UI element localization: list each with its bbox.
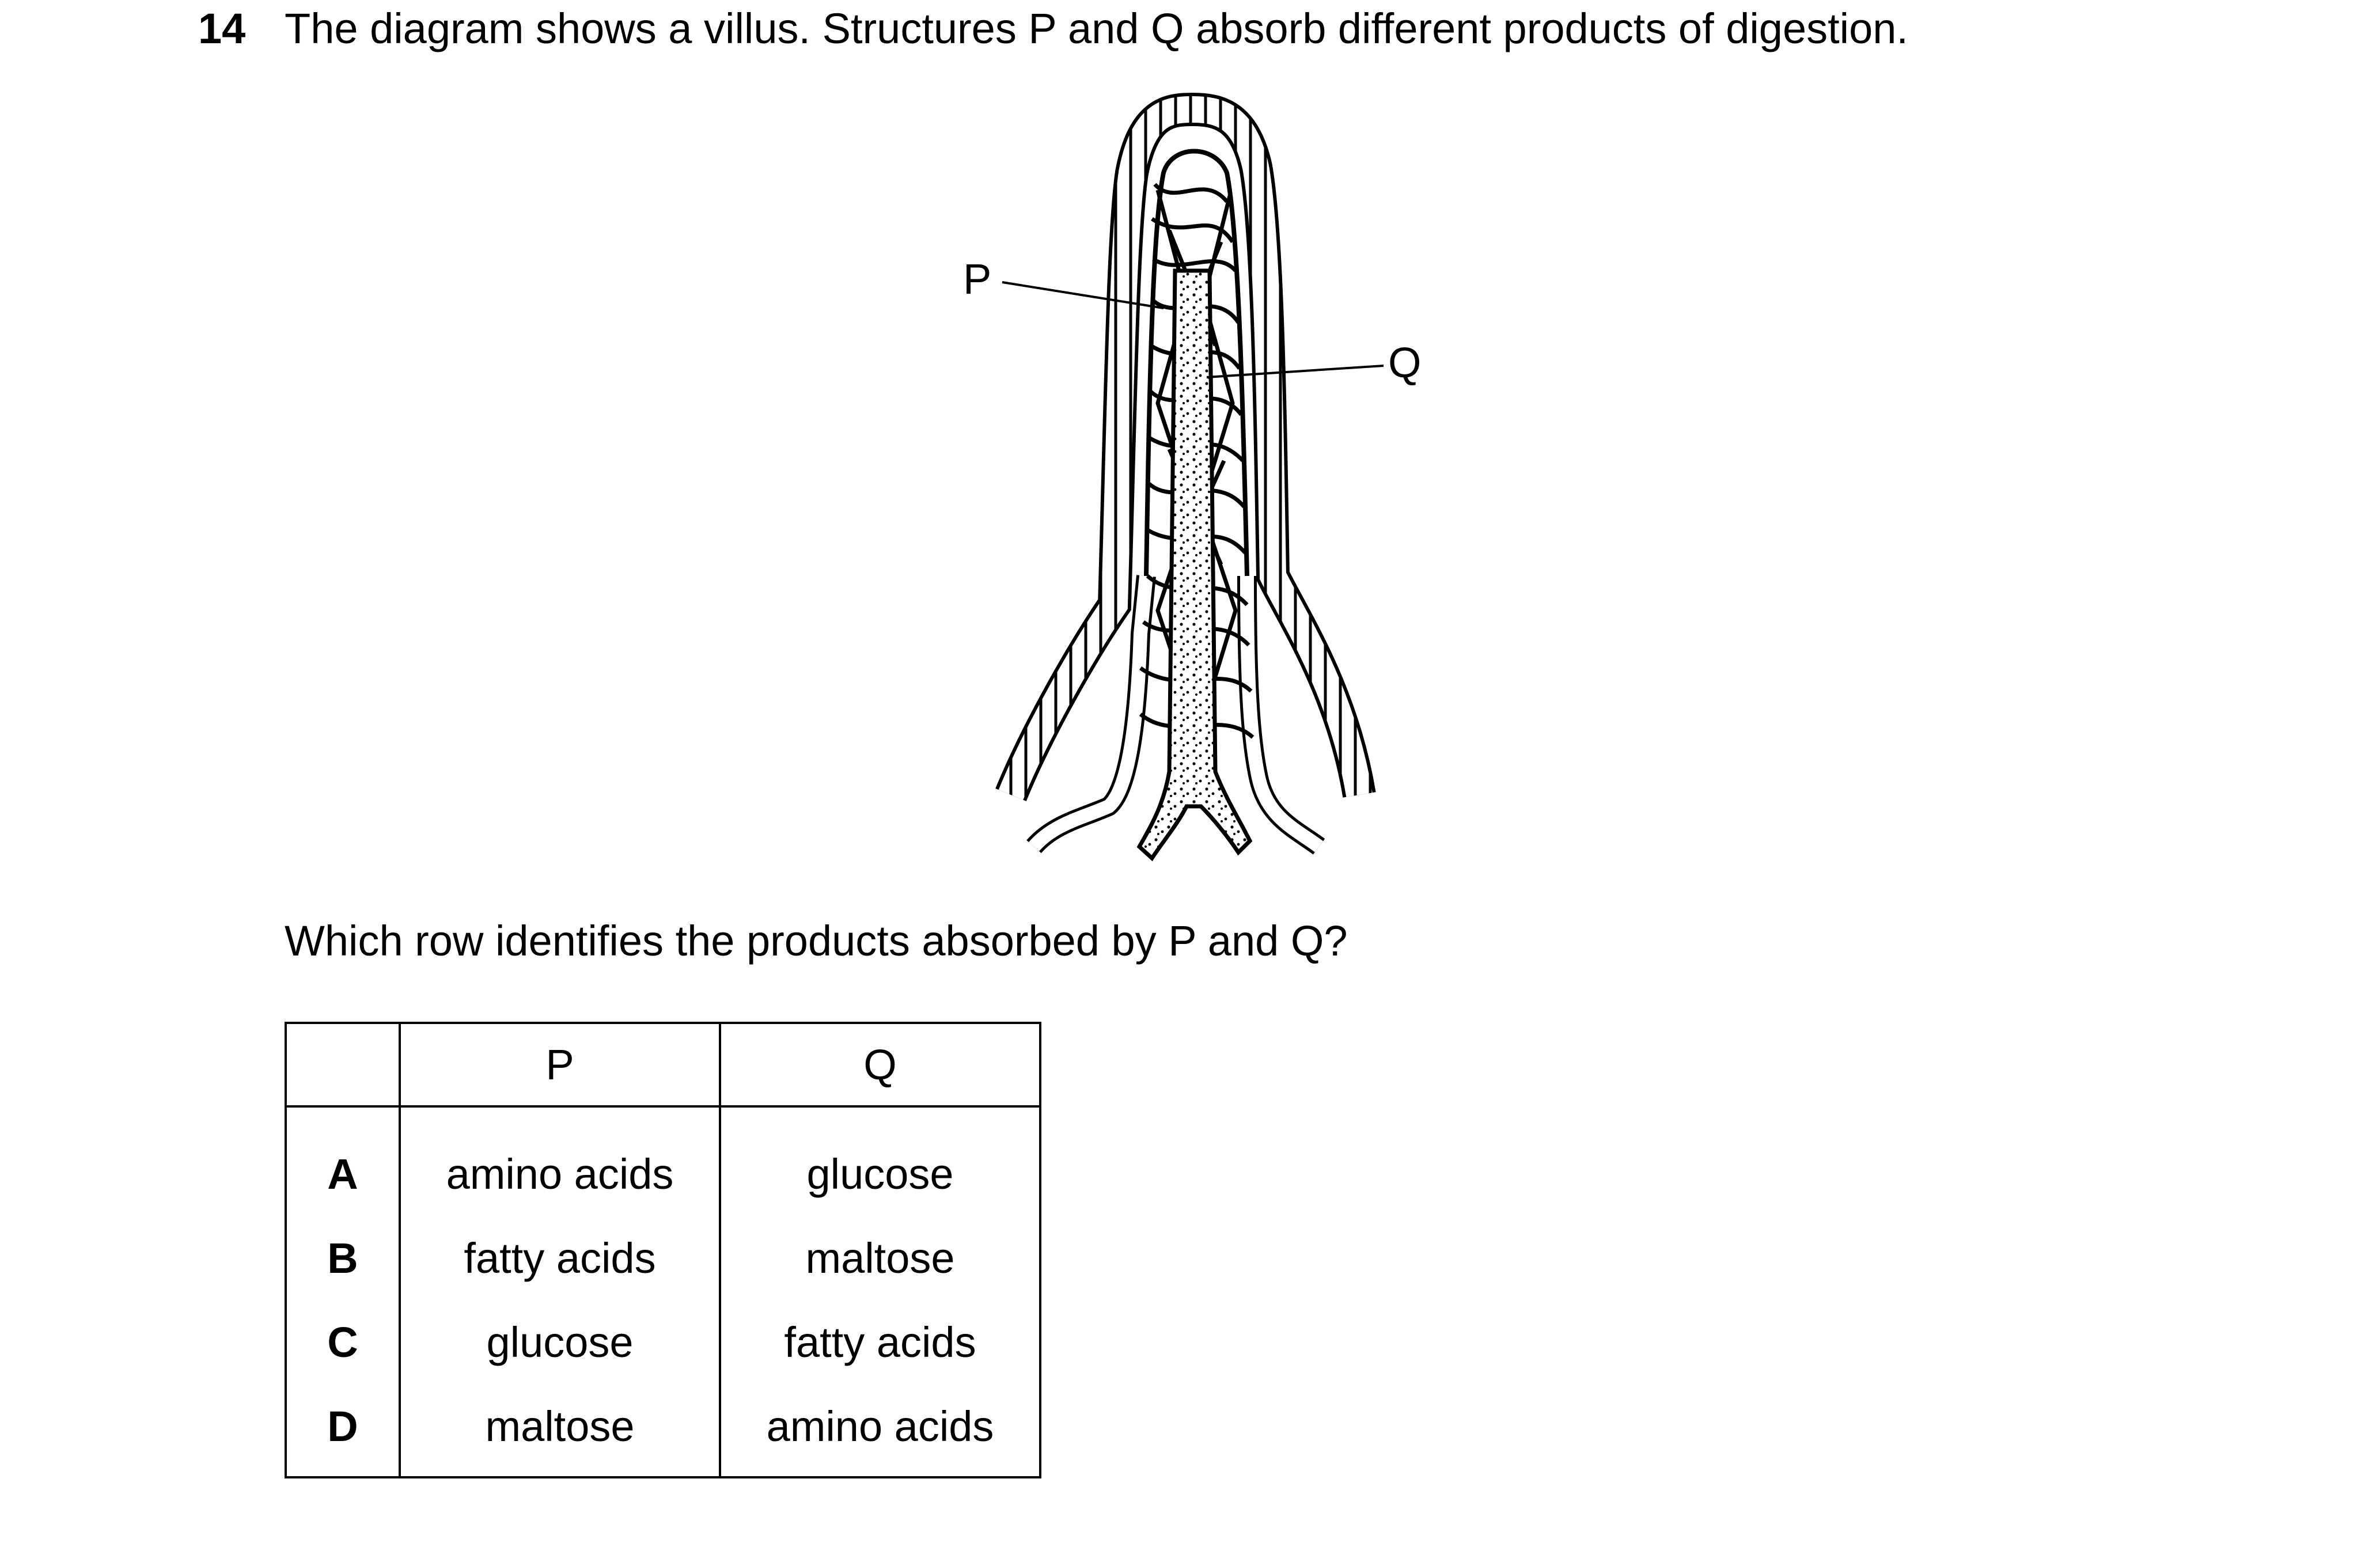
- option-p: maltose: [400, 1384, 720, 1477]
- option-letter: D: [286, 1384, 400, 1477]
- label-q-line: [1207, 366, 1384, 377]
- header-blank: [286, 1023, 400, 1106]
- option-q: glucose: [720, 1106, 1040, 1216]
- option-p: amino acids: [400, 1106, 720, 1216]
- option-p: fatty acids: [400, 1216, 720, 1300]
- option-q: fatty acids: [720, 1300, 1040, 1384]
- table-header-row: P Q: [286, 1023, 1040, 1106]
- label-q: Q: [1388, 339, 1422, 386]
- option-letter: B: [286, 1216, 400, 1300]
- header-p: P: [400, 1023, 720, 1106]
- option-q: amino acids: [720, 1384, 1040, 1477]
- option-p: glucose: [400, 1300, 720, 1384]
- answer-table: P Q A amino acids glucose B fatty acids …: [285, 1022, 1041, 1478]
- header-q: Q: [720, 1023, 1040, 1106]
- table-row: A amino acids glucose: [286, 1106, 1040, 1216]
- option-letter: A: [286, 1106, 400, 1216]
- table-row: C glucose fatty acids: [286, 1300, 1040, 1384]
- table-row: D maltose amino acids: [286, 1384, 1040, 1477]
- question-prompt: Which row identifies the products absorb…: [285, 916, 1348, 966]
- option-q: maltose: [720, 1216, 1040, 1300]
- option-letter: C: [286, 1300, 400, 1384]
- table-row: B fatty acids maltose: [286, 1216, 1040, 1300]
- label-p: P: [963, 255, 991, 303]
